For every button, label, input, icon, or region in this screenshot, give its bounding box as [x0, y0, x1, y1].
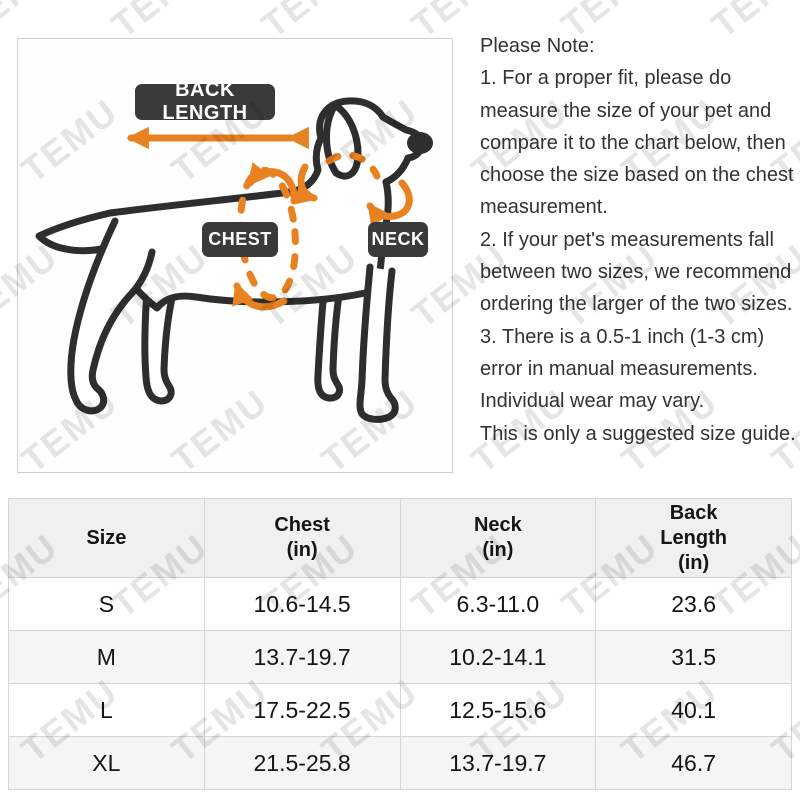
- cell-size: M: [8, 630, 205, 684]
- cell-size: L: [8, 683, 205, 737]
- chest-label: CHEST: [202, 222, 278, 257]
- neck-label: NECK: [368, 222, 428, 257]
- size-table: Size Chest (in) Neck (in) Back Length (i…: [8, 498, 792, 790]
- header-cell-size: Size: [8, 498, 205, 578]
- note-line: measure the size of your pet and: [480, 99, 772, 122]
- table-row-m: M 13.7-19.7 10.2-14.1 31.5: [8, 630, 792, 684]
- note-line: measurement.: [480, 196, 608, 219]
- chest-label-text: CHEST: [208, 229, 272, 249]
- cell-neck: 6.3-11.0: [399, 577, 597, 631]
- note-line: error in manual measurements.: [480, 357, 758, 380]
- neck-girth-dashed-arc: [325, 151, 381, 180]
- table-row-s: S 10.6-14.5 6.3-11.0 23.6: [8, 577, 792, 631]
- table-header-row: Size Chest (in) Neck (in) Back Length (i…: [8, 498, 792, 578]
- back-length-label-text: BACK LENGTH: [162, 79, 248, 124]
- cell-neck: 10.2-14.1: [399, 630, 597, 684]
- cell-neck: 12.5-15.6: [399, 683, 597, 737]
- dog-nose: [407, 132, 433, 154]
- neck-left-arrow: [293, 163, 319, 205]
- cell-neck: 13.7-19.7: [399, 736, 597, 790]
- measure-arrows: [126, 126, 413, 311]
- cell-size: XL: [8, 736, 205, 790]
- note-line: choose the size based on the chest: [480, 164, 794, 187]
- note-line: between two sizes, we recommend: [480, 261, 792, 284]
- neck-right-hook-arrow: [366, 179, 413, 228]
- cell-back-length: 40.1: [595, 683, 792, 737]
- chest-bottom-arrow: [232, 281, 288, 311]
- dog-measurement-illustration: [35, 97, 433, 423]
- note-line: 3. There is a 0.5-1 inch (1-3 cm): [480, 325, 765, 348]
- note-line: 1. For a proper fit, please do: [480, 67, 732, 90]
- header-cell-back-length: Back Length (in): [595, 498, 792, 578]
- note-section: Please Note: 1. For a proper fit, please…: [480, 30, 798, 450]
- header-cell-chest: Chest (in): [203, 498, 401, 578]
- dog-near-legs: [67, 217, 399, 423]
- cell-back-length: 46.7: [595, 736, 792, 790]
- back-length-label: BACK LENGTH: [135, 79, 275, 124]
- cell-chest: 21.5-25.8: [203, 736, 401, 790]
- note-title: Please Note:: [480, 35, 595, 57]
- note-line: compare it to the chart below, then: [480, 131, 786, 154]
- cell-chest: 17.5-22.5: [203, 683, 401, 737]
- note-line: 2. If your pet's measurements fall: [480, 228, 774, 251]
- cell-size: S: [8, 577, 205, 631]
- cell-chest: 13.7-19.7: [203, 630, 401, 684]
- measurement-diagram-panel: BACK LENGTH CHEST NECK: [17, 38, 453, 473]
- cell-back-length: 23.6: [595, 577, 792, 631]
- neck-label-text: NECK: [371, 229, 425, 249]
- note-line: Individual wear may vary.: [480, 390, 705, 413]
- table-row-xl: XL 21.5-25.8 13.7-19.7 46.7: [8, 736, 792, 790]
- cell-chest: 10.6-14.5: [203, 577, 401, 631]
- table-row-l: L 17.5-22.5 12.5-15.6 40.1: [8, 683, 792, 737]
- header-cell-neck: Neck (in): [399, 498, 597, 578]
- cell-back-length: 31.5: [595, 630, 792, 684]
- withers-arc-arrow: [246, 162, 298, 205]
- note-line: This is only a suggested size guide.: [480, 422, 796, 445]
- note-line: ordering the larger of the two sizes.: [480, 293, 793, 316]
